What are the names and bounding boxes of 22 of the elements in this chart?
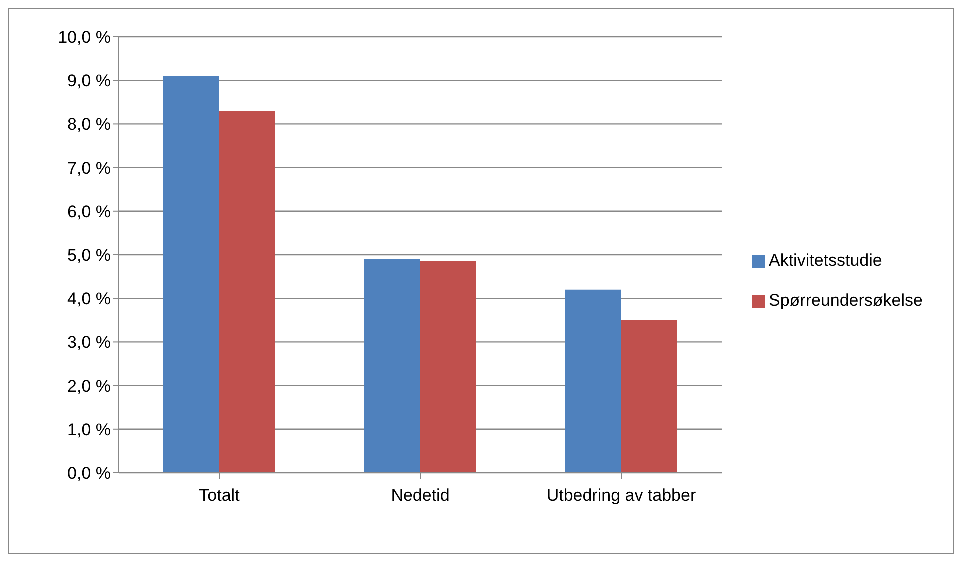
x-tick-label: Utbedring av tabber <box>546 486 696 506</box>
bar <box>621 320 678 473</box>
bar <box>565 290 622 473</box>
y-tick-label: 3,0 % <box>68 333 111 352</box>
y-tick-label: 4,0 % <box>68 290 111 309</box>
y-tick-label: 6,0 % <box>68 202 111 222</box>
bar <box>364 259 420 473</box>
bar <box>420 262 476 473</box>
bar <box>163 76 220 473</box>
y-tick-label: 7,0 % <box>68 158 111 178</box>
y-tick-label: 8,0 % <box>68 115 111 134</box>
y-tick-label: 1,0 % <box>68 420 111 440</box>
bar <box>219 111 276 473</box>
y-tick-label: 5,0 % <box>68 246 111 266</box>
y-tick-label: 10,0 % <box>58 28 111 48</box>
y-tick-label: 9,0 % <box>68 72 111 91</box>
y-tick-label: 0,0 % <box>68 464 111 484</box>
legend-label: Spørreundersøkelse <box>768 291 923 310</box>
y-tick-label: 2,0 % <box>68 376 111 396</box>
x-tick-label: Totalt <box>199 486 240 506</box>
x-tick-label: Nedetid <box>391 486 450 506</box>
legend-label: Aktivitetsstudie <box>768 251 882 270</box>
